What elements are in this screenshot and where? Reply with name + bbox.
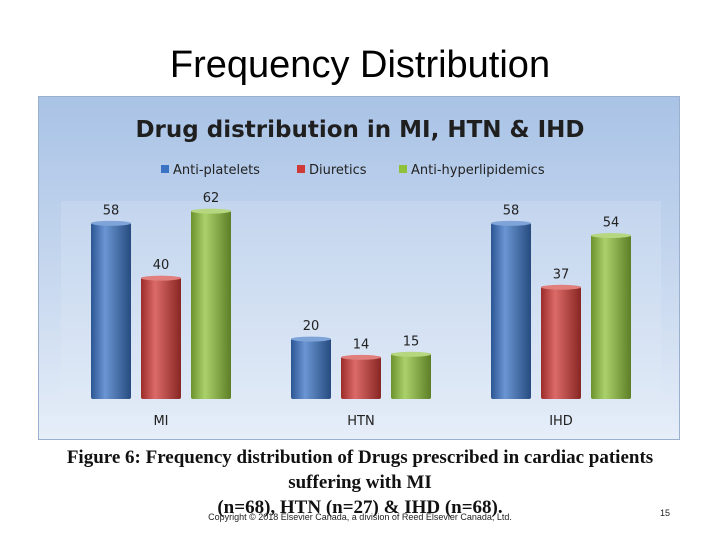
bar-cap-ihd-anti-platelets (491, 220, 531, 226)
data-label-htn-diuretics: 14 (353, 337, 370, 352)
figure-caption: Figure 6: Frequency distribution of Drug… (40, 445, 680, 520)
bar-cap-htn-diuretics (341, 354, 381, 360)
caption-line-1: Figure 6: Frequency distribution of Drug… (66, 447, 654, 493)
data-label-htn-anti-hyperlipidemics: 15 (403, 334, 420, 349)
bar-series (91, 208, 631, 399)
slide-title: Frequency Distribution (169, 44, 551, 86)
slide-number: 15 (659, 508, 670, 518)
chart-figure: Drug distribution in MI, HTN & IHD Anti-… (38, 96, 680, 440)
legend-label-anti-hyperlipidemics: Anti-hyperlipidemics (411, 163, 545, 178)
chart-legend: Anti-platelets Diuretics Anti-hyperlipidem… (161, 163, 545, 178)
bar-htn-diuretics (341, 356, 381, 399)
data-label-mi-diuretics: 40 (153, 258, 170, 273)
data-label-ihd-diuretics: 37 (553, 267, 570, 282)
caption-line-2: (n=68), HTN (n=27) & IHD (n=68). (217, 497, 503, 518)
data-label-mi-anti-platelets: 58 (103, 203, 120, 218)
bar-mi-anti-platelets (91, 222, 131, 399)
bar-cap-mi-anti-hyperlipidemics (191, 208, 231, 214)
bar-mi-anti-hyperlipidemics (191, 210, 231, 399)
bar-cap-mi-anti-platelets (91, 220, 131, 226)
bar-ihd-anti-hyperlipidemics (591, 234, 631, 399)
x-tick-ihd: IHD (549, 414, 573, 429)
copyright-notice: Copyright © 2018 Elsevier Canada, a divi… (208, 512, 512, 522)
data-labels: 58 40 62 20 14 15 58 37 54 (103, 191, 620, 352)
bar-htn-anti-platelets (291, 338, 331, 399)
bar-cap-htn-anti-platelets (291, 336, 331, 342)
legend-swatch-anti-hyperlipidemics (399, 165, 407, 173)
bar-htn-anti-hyperlipidemics (391, 353, 431, 399)
bar-cap-ihd-diuretics (541, 284, 581, 290)
x-tick-mi: MI (153, 414, 168, 429)
legend-swatch-anti-platelets (161, 165, 169, 173)
bar-cap-htn-anti-hyperlipidemics (391, 351, 431, 357)
legend-label-anti-platelets: Anti-platelets (173, 163, 260, 178)
chart-title: Drug distribution in MI, HTN & IHD (135, 117, 584, 143)
bar-ihd-anti-platelets (491, 222, 531, 399)
data-label-mi-anti-hyperlipidemics: 62 (203, 191, 220, 206)
data-label-ihd-anti-platelets: 58 (503, 203, 520, 218)
data-label-htn-anti-platelets: 20 (303, 319, 320, 334)
bar-chart: Drug distribution in MI, HTN & IHD Anti-… (39, 97, 679, 439)
legend-swatch-diuretics (297, 165, 305, 173)
bar-cap-ihd-anti-hyperlipidemics (591, 233, 631, 239)
data-label-ihd-anti-hyperlipidemics: 54 (603, 216, 620, 231)
legend-label-diuretics: Diuretics (309, 163, 367, 178)
bar-ihd-diuretics (541, 286, 581, 399)
x-axis-ticks: MI HTN IHD (153, 414, 572, 429)
bar-mi-diuretics (141, 277, 181, 399)
x-tick-htn: HTN (347, 414, 374, 429)
bar-cap-mi-diuretics (141, 275, 181, 281)
